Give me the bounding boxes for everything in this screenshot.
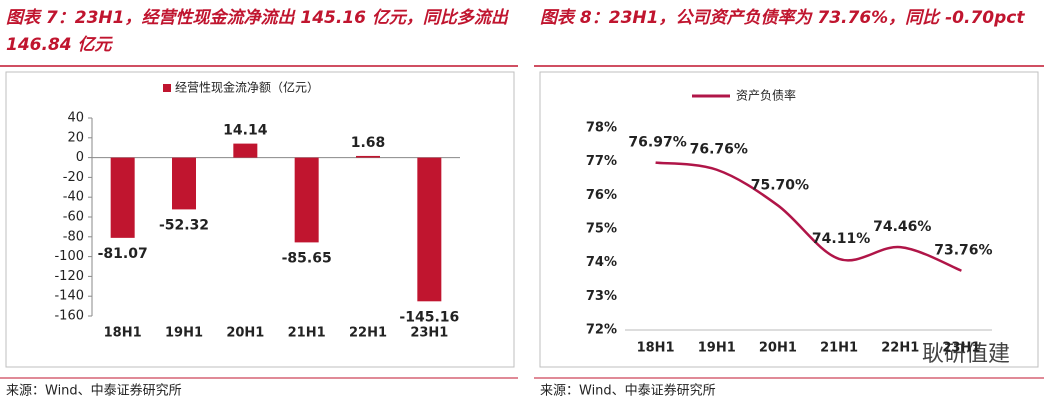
y-tick-label: -60: [63, 210, 84, 225]
bar: [294, 157, 319, 243]
value-label: 75.70%: [751, 177, 809, 193]
watermark: 耿研值建: [922, 342, 1010, 367]
y-tick-label: 74%: [586, 255, 617, 270]
chart-title: 图表 7：23H1，经营性现金流净流出 145.16 亿元，同比多流出 146.…: [6, 8, 514, 55]
value-label: 74.46%: [873, 219, 931, 235]
bar: [356, 155, 380, 158]
y-tick-label: -140: [54, 289, 84, 304]
x-tick-label: 19H1: [698, 341, 736, 356]
x-tick-label: 22H1: [881, 341, 919, 356]
y-tick-label: -40: [63, 190, 84, 205]
y-tick-label: 77%: [586, 154, 617, 169]
value-label: -52.32: [159, 217, 209, 233]
y-tick-label: -160: [54, 309, 84, 324]
y-tick-label: 40: [67, 111, 84, 126]
x-tick-label: 23H1: [410, 326, 448, 341]
bar: [417, 157, 442, 302]
chart-title: 图表 8：23H1，公司资产负债率为 73.76%，同比 -0.70pct: [540, 8, 1025, 28]
y-tick-label: 76%: [586, 188, 617, 203]
y-tick-label: 75%: [586, 222, 617, 237]
x-tick-label: 20H1: [226, 326, 264, 341]
value-label: -81.07: [98, 246, 148, 262]
y-tick-label: -80: [63, 229, 84, 244]
value-label: 73.76%: [934, 243, 992, 259]
y-tick-label: -120: [54, 269, 84, 284]
x-tick-label: 22H1: [349, 326, 387, 341]
y-tick-label: 78%: [586, 121, 617, 136]
chart-frame: [5, 71, 515, 368]
value-label: -145.16: [399, 309, 459, 325]
x-tick-label: 21H1: [820, 341, 858, 356]
bar: [110, 157, 135, 238]
y-tick-label: 0: [76, 150, 84, 165]
value-label: -85.65: [282, 250, 332, 266]
x-tick-label: 19H1: [165, 326, 203, 341]
x-tick-label: 21H1: [288, 326, 326, 341]
x-tick-label: 20H1: [759, 341, 797, 356]
chart-frame: [539, 71, 1039, 368]
value-label: 14.14: [223, 123, 268, 139]
bar: [172, 157, 196, 210]
y-tick-label: 73%: [586, 289, 617, 304]
value-label: 1.68: [351, 135, 386, 151]
x-tick-label: 18H1: [104, 326, 142, 341]
source: 来源：Wind、中泰证券研究所: [540, 383, 716, 399]
y-tick-label: 20: [67, 130, 84, 145]
x-tick-label: 18H1: [637, 341, 675, 356]
y-tick-label: -100: [54, 249, 84, 264]
source: 来源：Wind、中泰证券研究所: [6, 383, 182, 399]
value-label: 76.76%: [690, 142, 748, 158]
y-tick-label: -20: [63, 170, 84, 185]
y-tick-label: 72%: [586, 323, 617, 338]
bar: [233, 143, 258, 158]
legend-label: 资产负债率: [736, 88, 796, 103]
value-label: 76.97%: [628, 135, 686, 151]
legend-swatch: [163, 84, 171, 92]
x-tick-label: 23H1: [942, 341, 980, 356]
line: [655, 161, 962, 272]
legend-label: 经营性现金流净额（亿元）: [175, 80, 319, 95]
value-label: 74.11%: [812, 231, 870, 247]
